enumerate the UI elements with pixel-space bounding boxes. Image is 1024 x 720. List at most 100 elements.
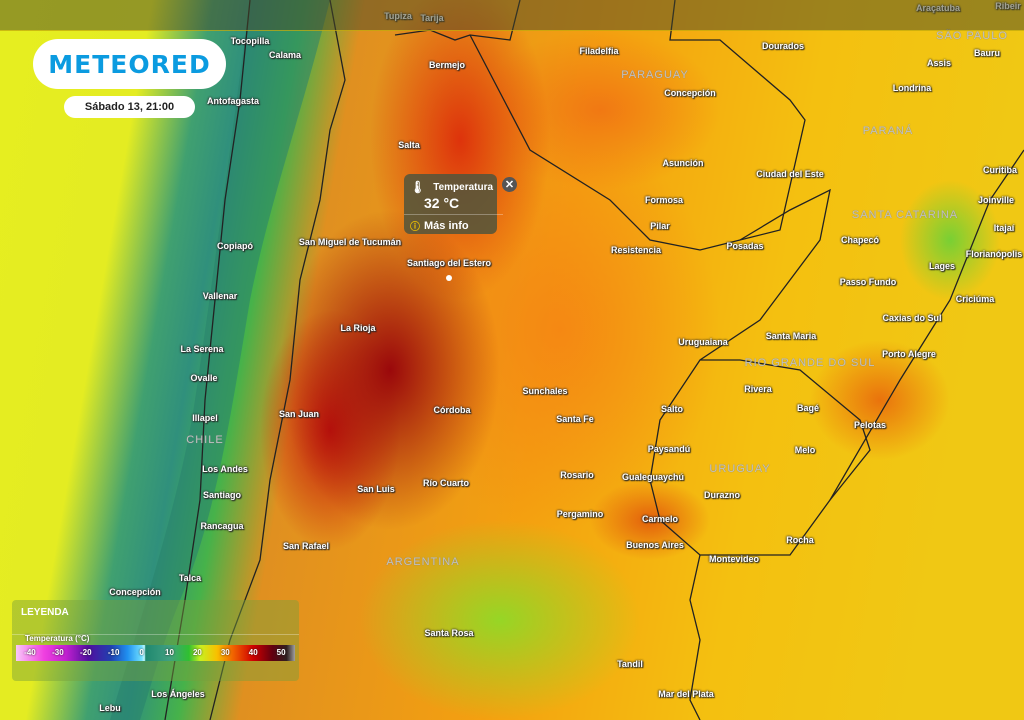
city-label: Pelotas — [853, 420, 887, 430]
city-label: Concepción — [109, 587, 161, 597]
city-label: Gualeguaychú — [621, 472, 685, 482]
city-label: Ovalle — [190, 373, 218, 383]
city-label: Caxias do Sul — [882, 313, 942, 323]
scale-tick: -40 — [24, 648, 36, 657]
city-label: Londrina — [892, 83, 932, 93]
city-label: Curitiba — [982, 165, 1018, 175]
city-label: Santa Fe — [556, 414, 594, 424]
temperature-color-scale: -40 -30 -20 -10 0 10 20 30 40 50 — [16, 645, 295, 661]
city-label: Pergamino — [556, 509, 604, 519]
city-label: Tocopilla — [230, 36, 270, 46]
city-label: Santa Maria — [765, 331, 817, 341]
city-label: Bermejo — [428, 60, 466, 70]
city-label: Río Cuarto — [423, 478, 469, 488]
city-label: La Rioja — [340, 323, 376, 333]
scale-tick: 0 — [139, 648, 144, 657]
city-label: Bagé — [796, 403, 820, 413]
legend-panel: LEYENDA Temperatura (°C) -40 -30 -20 -10… — [12, 600, 299, 681]
legend-variable: Temperatura (°C) — [25, 634, 90, 643]
popup-title: Temperatura — [433, 181, 494, 193]
close-icon[interactable]: ✕ — [502, 177, 517, 192]
selected-location-marker[interactable] — [446, 275, 452, 281]
region-label: URUGUAY — [709, 463, 771, 475]
city-label: La Serena — [180, 344, 224, 354]
city-label: Concepción — [664, 88, 716, 98]
region-label: PARAGUAY — [621, 69, 689, 81]
city-label: Antofagasta — [206, 96, 260, 106]
city-label: Pilar — [650, 221, 670, 231]
city-label: Itajaí — [993, 223, 1015, 233]
city-label: Criciúma — [955, 294, 995, 304]
info-icon: ⓘ — [410, 222, 420, 233]
more-info-label: Más info — [424, 219, 469, 232]
city-label: San Miguel de Tucumán — [298, 237, 402, 247]
region-label: SÃO PAULO — [936, 30, 1008, 42]
location-popup: 🌡 Temperatura 32 °C ⓘ Más info — [404, 174, 503, 234]
city-label: Filadelfia — [579, 46, 619, 56]
city-label: Lages — [928, 261, 956, 271]
city-label: Rancagua — [200, 521, 244, 531]
city-label: Mar del Plata — [658, 689, 714, 699]
city-label: Salto — [660, 404, 684, 414]
city-label: Copiapó — [217, 241, 253, 251]
city-label: Bauru — [973, 48, 1001, 58]
city-label: Passo Fundo — [839, 277, 897, 287]
scale-tick: -10 — [107, 648, 120, 657]
meteored-logo[interactable]: METEORED — [33, 39, 226, 89]
city-label: Paysandú — [647, 444, 691, 454]
city-label: Joinville — [977, 195, 1015, 205]
city-label: Santa Rosa — [424, 628, 474, 638]
city-label: Salta — [398, 140, 420, 150]
city-label: Buenos Aires — [626, 540, 684, 550]
scale-tick: -30 — [52, 648, 64, 657]
city-label: Porto Alegre — [882, 349, 936, 359]
city-label: Santiago del Estero — [406, 258, 492, 268]
city-label: Los Ángeles — [151, 689, 205, 699]
region-label: CHILE — [186, 434, 224, 446]
region-label: RIO GRANDE DO SUL — [744, 357, 876, 369]
scale-tick: 50 — [276, 648, 286, 657]
city-label: Illapel — [192, 413, 218, 423]
city-label: Sunchales — [522, 386, 568, 396]
logo-text: METEORED — [48, 49, 211, 79]
region-label: SANTA CATARINA — [851, 209, 959, 221]
city-label: Vallenar — [202, 291, 238, 301]
region-label: PARANÁ — [862, 125, 914, 137]
city-label: Córdoba — [433, 405, 471, 415]
city-label: Lebu — [99, 703, 121, 713]
city-label: Dourados — [761, 41, 805, 51]
city-label: Rivera — [744, 384, 772, 394]
city-label: Tandil — [617, 659, 643, 669]
scale-tick: 20 — [192, 648, 202, 657]
city-label: Santiago — [202, 490, 242, 500]
city-label: Montevideo — [708, 554, 760, 564]
legend-title: LEYENDA — [21, 607, 69, 618]
city-label: Chapecó — [840, 235, 880, 245]
scale-tick: 10 — [165, 648, 174, 657]
top-overlay-bar — [0, 0, 1024, 31]
more-info-link[interactable]: ⓘ Más info — [404, 214, 503, 233]
forecast-time-label: Sábado 13, 21:00 — [64, 96, 195, 118]
scale-tick: 30 — [220, 648, 230, 657]
city-label: Uruguaiana — [678, 337, 728, 347]
city-label: Resistencia — [610, 245, 662, 255]
legend-divider — [12, 634, 299, 635]
city-label: Melo — [794, 445, 816, 455]
city-label: Calama — [268, 50, 302, 60]
region-label: ARGENTINA — [386, 556, 460, 568]
city-label: Asunción — [662, 158, 704, 168]
city-label: Formosa — [644, 195, 684, 205]
popup-temperature-value: 32 °C — [424, 195, 460, 211]
city-label: San Luis — [357, 484, 395, 494]
city-label: Posadas — [726, 241, 764, 251]
city-label: Rocha — [786, 535, 814, 545]
city-label: San Rafael — [282, 541, 330, 551]
scale-tick: -20 — [79, 648, 92, 657]
city-label: San Juan — [278, 409, 320, 419]
city-label: Talca — [178, 573, 202, 583]
city-label: Ciudad del Este — [756, 169, 824, 179]
scale-tick: 40 — [248, 648, 258, 657]
city-label: Florianópolis — [965, 249, 1023, 259]
